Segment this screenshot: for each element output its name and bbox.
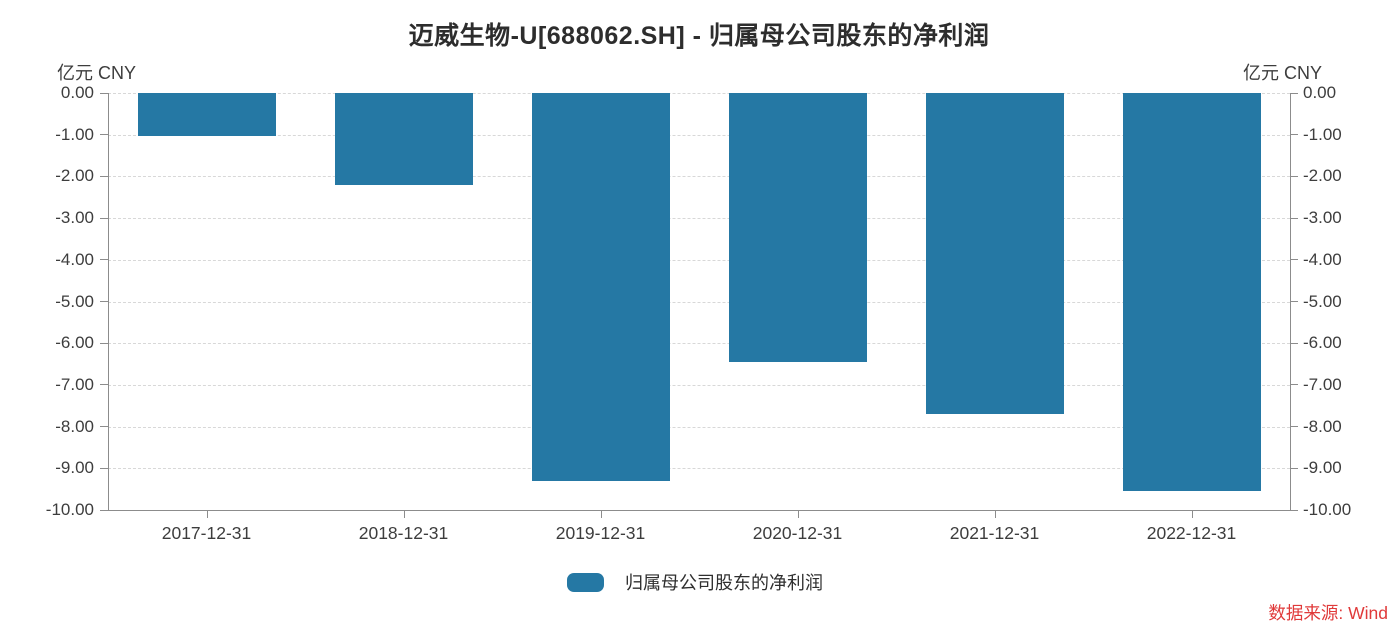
- y-tick-mark-right: [1290, 467, 1298, 469]
- y-tick-mark-left: [100, 426, 108, 428]
- y-axis-tick-label-right: -5.00: [1303, 291, 1342, 311]
- x-tick-mark: [1191, 510, 1193, 518]
- y-axis-tick-label-left: 0.00: [60, 83, 94, 102]
- x-axis-line: [108, 510, 1290, 511]
- gridline: [108, 468, 1290, 470]
- y-tick-mark-right: [1290, 384, 1298, 386]
- y-axis-tick-label-right: -7.00: [1303, 374, 1342, 394]
- y-tick-mark-left: [100, 509, 108, 511]
- x-axis-label: 2022-12-31: [1146, 523, 1237, 543]
- y-axis-tick-label-left: -8.00: [55, 416, 94, 436]
- y-axis-tick-label-right: -9.00: [1303, 458, 1342, 478]
- y-tick-mark-left: [100, 384, 108, 386]
- y-axis-tick-label-left: -9.00: [55, 458, 94, 478]
- bar-2021-12-31: [925, 93, 1064, 415]
- y-tick-mark-right: [1290, 92, 1298, 94]
- gridline: [108, 343, 1290, 345]
- y-axis-tick-label-left: -4.00: [55, 249, 94, 269]
- y-tick-mark-right: [1290, 217, 1298, 219]
- legend-label: 归属母公司股东的净利润: [625, 573, 823, 593]
- x-axis-label: 2018-12-31: [358, 523, 449, 543]
- y-axis-tick-label-right: 0.00: [1303, 83, 1337, 102]
- x-axis-label: 2021-12-31: [949, 523, 1040, 543]
- y-axis-line-left: [108, 93, 109, 510]
- gridline: [108, 426, 1290, 428]
- y-axis-tick-label-left: -2.00: [55, 166, 94, 186]
- gridline: [108, 134, 1290, 136]
- y-axis-unit-right: 亿元 CNY: [1243, 63, 1323, 83]
- y-tick-mark-left: [100, 342, 108, 344]
- gridline: [108, 301, 1290, 303]
- bar-2019-12-31: [531, 93, 670, 481]
- y-tick-mark-right: [1290, 134, 1298, 136]
- y-axis-tick-label-left: -6.00: [55, 333, 94, 353]
- y-axis-tick-label-right: -2.00: [1303, 166, 1342, 186]
- y-tick-mark-left: [100, 92, 108, 94]
- legend-swatch-icon: [567, 572, 604, 592]
- y-axis-tick-label-right: -6.00: [1303, 333, 1342, 353]
- x-tick-mark: [797, 510, 799, 518]
- y-axis-tick-label-right: -4.00: [1303, 249, 1342, 269]
- y-tick-mark-right: [1290, 342, 1298, 344]
- y-axis-tick-label-right: -1.00: [1303, 124, 1342, 144]
- plot-area: 0.00 0.00 -1.00 -1.00 -2.00 -2.00 -3.00 -3.00 -4…: [46, 84, 1351, 544]
- x-tick-mark: [403, 510, 405, 518]
- gridline: [108, 384, 1290, 386]
- y-axis-tick-label-right: -3.00: [1303, 208, 1342, 228]
- y-axis-tick-label-right: -10.00: [1303, 500, 1352, 519]
- y-tick-mark-left: [100, 175, 108, 177]
- y-axis-unit-left: 亿元 CNY: [57, 63, 137, 83]
- data-source-label: 数据来源: Wind: [1268, 603, 1388, 623]
- x-tick-mark: [206, 510, 208, 518]
- bar-2022-12-31: [1122, 93, 1261, 492]
- y-tick-mark-right: [1290, 426, 1298, 428]
- y-tick-mark-right: [1290, 259, 1298, 261]
- x-axis-label: 2017-12-31: [161, 523, 252, 543]
- chart-title: 迈威生物-U[688062.SH] - 归属母公司股东的净利润: [408, 22, 990, 50]
- y-tick-mark-left: [100, 217, 108, 219]
- y-axis-tick-label-left: -1.00: [55, 124, 94, 144]
- gridline: [108, 176, 1290, 178]
- y-tick-mark-left: [100, 301, 108, 302]
- bar-2020-12-31: [728, 93, 867, 362]
- y-tick-mark-right: [1290, 509, 1298, 511]
- gridline: [108, 259, 1290, 261]
- gridline: [108, 218, 1290, 220]
- y-tick-mark-right: [1290, 175, 1298, 177]
- y-axis-tick-label-left: -3.00: [55, 208, 94, 228]
- y-axis-line-right: [1290, 93, 1291, 510]
- bar-2017-12-31: [137, 93, 276, 136]
- x-tick-mark: [994, 510, 996, 518]
- x-axis-label: 2020-12-31: [752, 523, 843, 543]
- y-tick-mark-left: [100, 259, 108, 261]
- y-axis-tick-label-right: -8.00: [1303, 416, 1342, 436]
- y-axis-tick-label-left: -5.00: [55, 291, 94, 311]
- y-tick-mark-left: [100, 134, 108, 136]
- y-axis-tick-label-left: -10.00: [45, 500, 94, 519]
- bar-2018-12-31: [334, 93, 473, 186]
- gridline: [108, 93, 1290, 94]
- y-axis-tick-label-left: -7.00: [55, 374, 94, 394]
- legend: 归属母公司股东的净利润: [567, 569, 823, 595]
- x-tick-mark: [600, 510, 602, 518]
- y-tick-mark-left: [100, 467, 108, 469]
- legend-item[interactable]: 归属母公司股东的净利润: [567, 569, 823, 595]
- x-axis-label: 2019-12-31: [555, 523, 646, 543]
- y-tick-mark-right: [1290, 301, 1298, 302]
